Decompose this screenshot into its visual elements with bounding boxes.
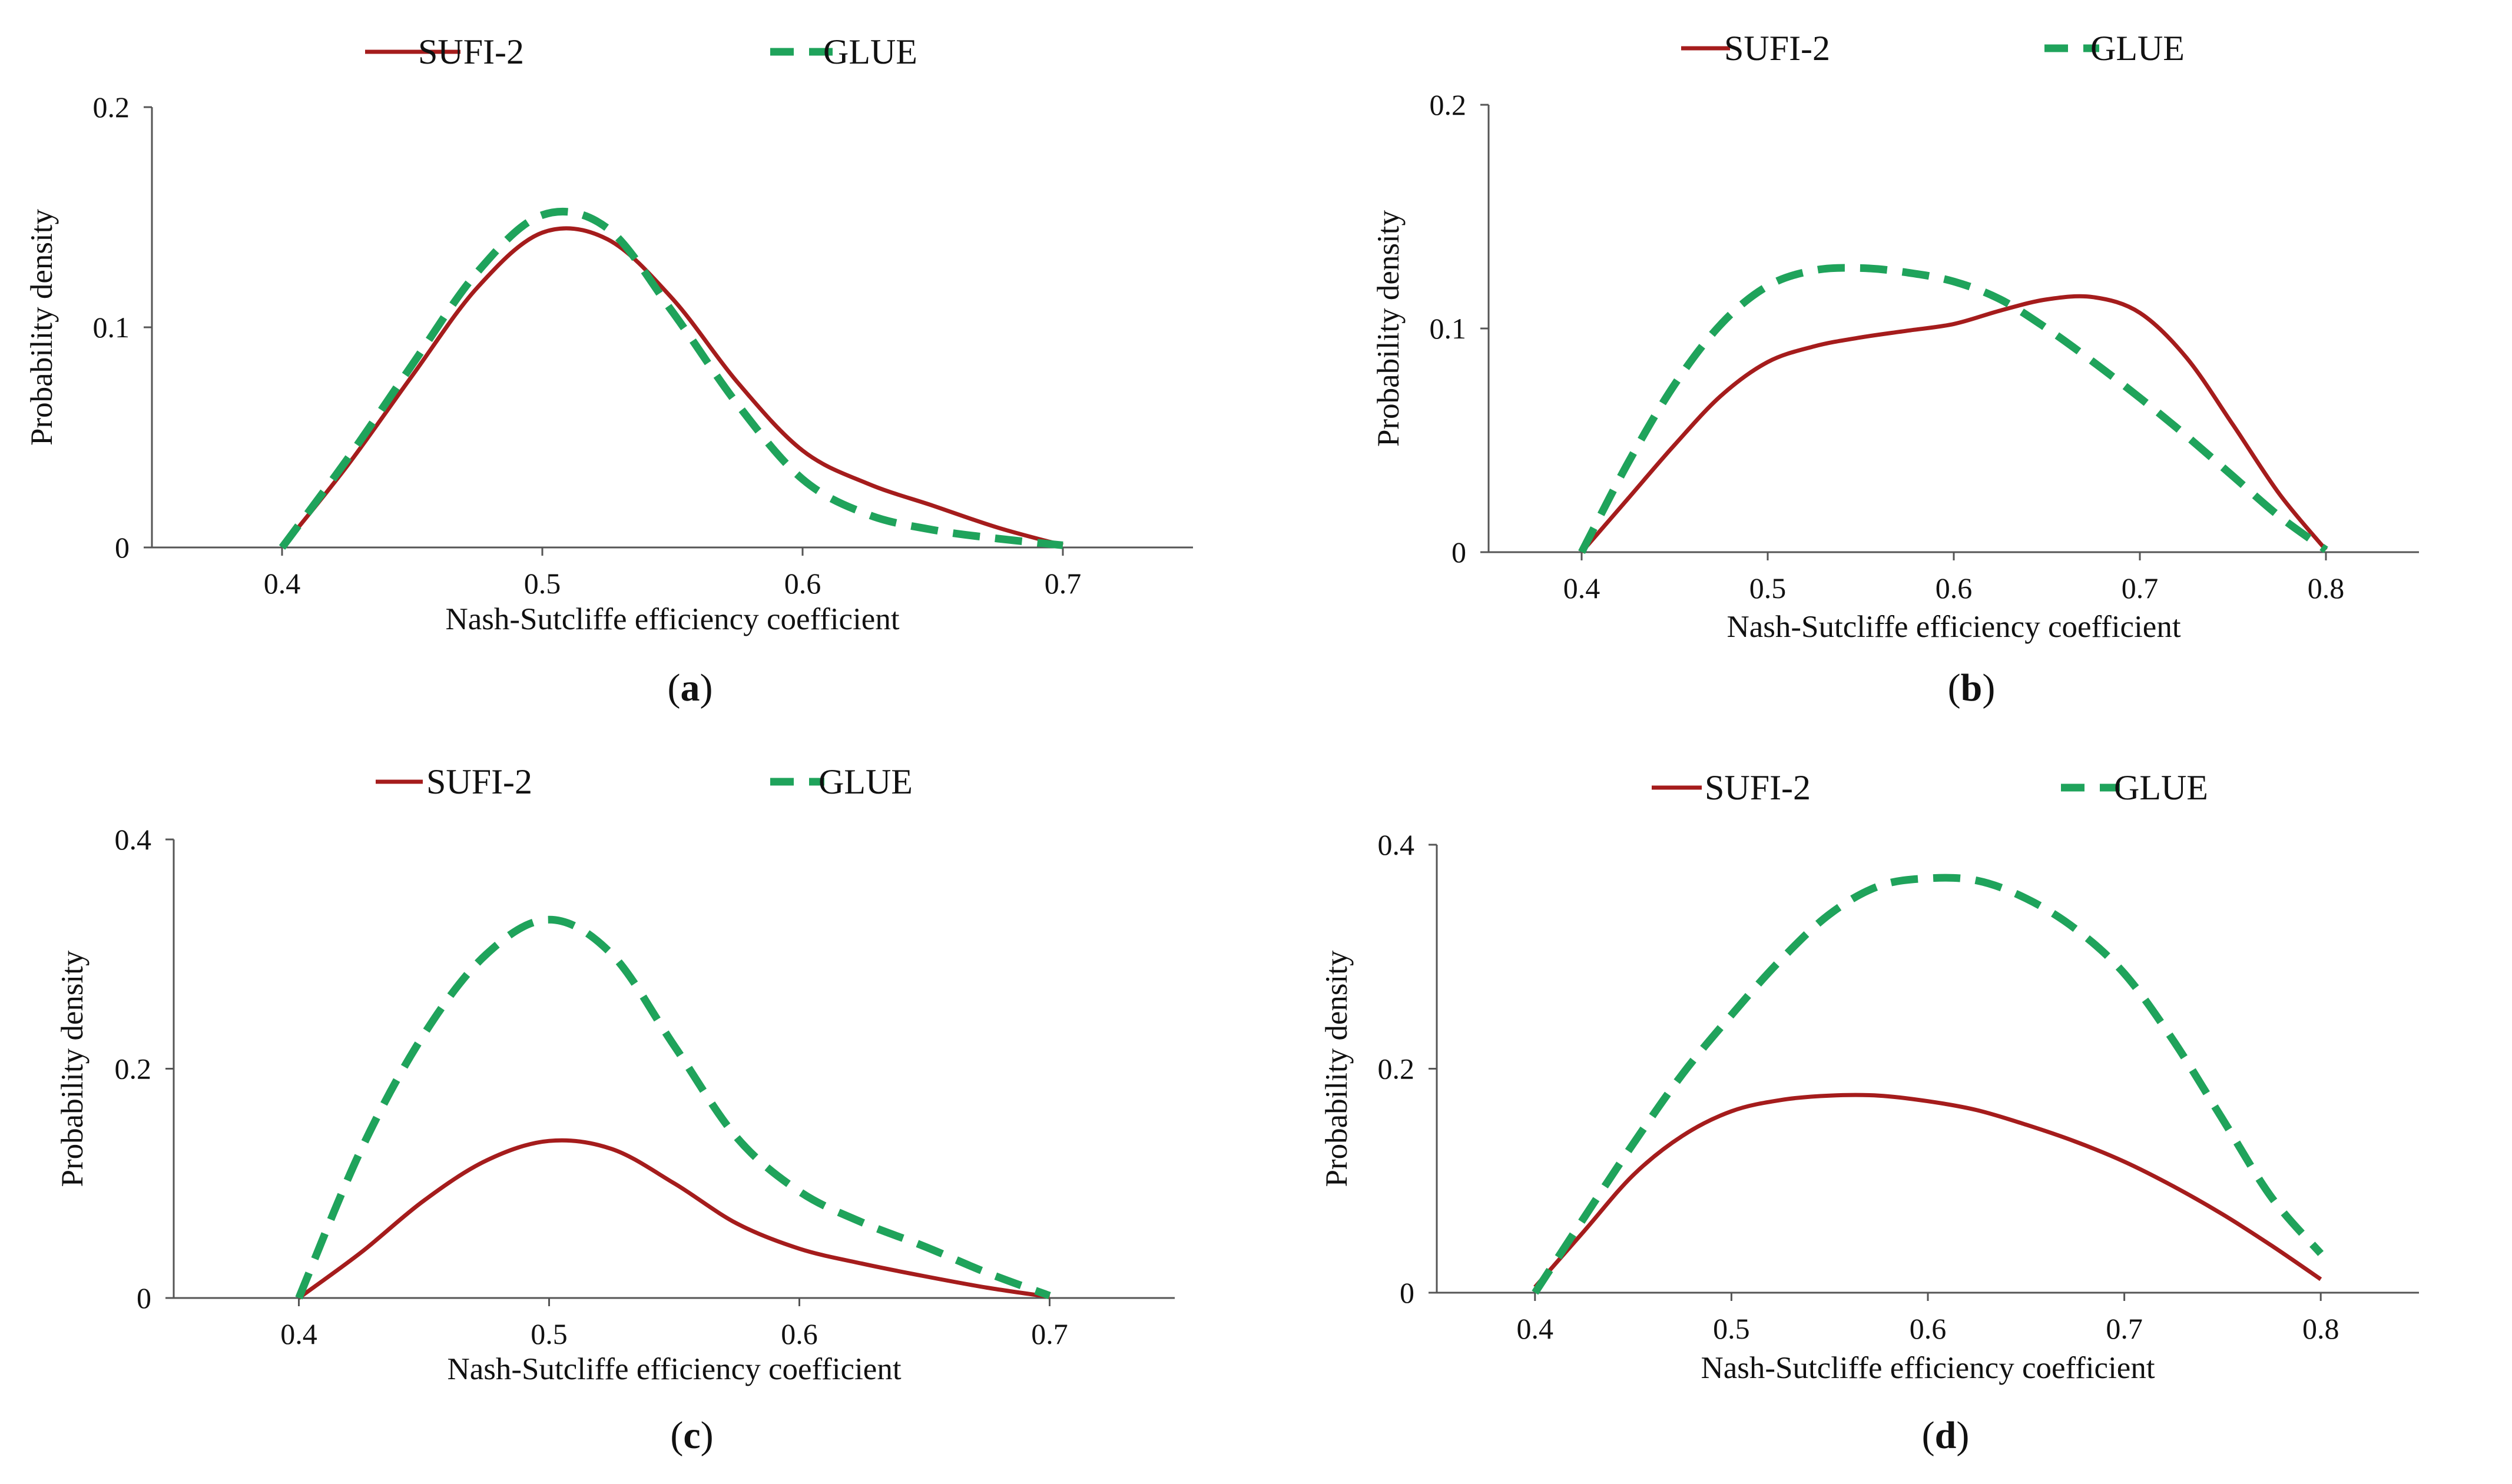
y-tick-label: 0: [1400, 1276, 1414, 1309]
x-tick-label: 0.5: [1713, 1312, 1750, 1345]
x-tick-label: 0.4: [1517, 1312, 1554, 1345]
glue-series-line: [1578, 264, 2328, 555]
panel-label: (b): [1948, 666, 1996, 709]
x-tick-label: 0.6: [784, 567, 821, 600]
legend-sufi2-label: SUFI-2: [1705, 768, 1811, 807]
x-tick-label: 0.4: [280, 1317, 317, 1350]
x-tick-label: 0.6: [1910, 1312, 1947, 1345]
sufi2-series-line: [1580, 294, 2328, 554]
legend-glue-label: GLUE: [2090, 29, 2185, 68]
glue-series-line: [279, 207, 1063, 550]
x-axis-label: Nash-Sutcliffe efficiency coefficient: [447, 1352, 901, 1386]
x-tick-label: 0.5: [1749, 572, 1787, 605]
x-axis-label: Nash-Sutcliffe efficiency coefficient: [1726, 610, 2180, 644]
x-tick-label: 0.4: [1563, 572, 1600, 605]
glue-series-line: [295, 915, 1051, 1300]
y-tick-label: 0.2: [115, 1053, 152, 1085]
y-tick-label: 0: [115, 531, 130, 564]
legend-glue-label: GLUE: [823, 32, 917, 71]
sufi2-series-line: [280, 226, 1063, 549]
x-axis-label: Nash-Sutcliffe efficiency coefficient: [1701, 1351, 2155, 1385]
y-tick-label: 0.2: [93, 91, 130, 124]
x-tick-label: 0.4: [264, 567, 301, 600]
x-tick-label: 0.6: [781, 1317, 818, 1350]
legend-glue-label: GLUE: [818, 762, 913, 801]
legend-glue-label: GLUE: [2114, 768, 2208, 807]
y-tick-label: 0.4: [115, 823, 152, 856]
panel-label: (a): [668, 666, 713, 709]
x-tick-label: 0.7: [2106, 1312, 2143, 1345]
x-tick-label: 0.5: [531, 1317, 568, 1350]
panel-label: (d): [1922, 1414, 1970, 1457]
y-tick-label: 0.1: [93, 311, 130, 344]
panel-label: (c): [670, 1414, 713, 1457]
y-tick-label: 0.4: [1378, 828, 1415, 861]
x-tick-label: 0.8: [2308, 572, 2345, 605]
glue-series-line: [1532, 874, 2324, 1295]
y-axis-label: Probability density: [25, 209, 59, 446]
x-axis-label: Nash-Sutcliffe efficiency coefficient: [445, 602, 899, 636]
chart-panel-b: 0 0.1 0.2 0.4 0.5 0.6 0.7 0.8 Nash-Sutcliffe eff…: [1371, 29, 2419, 709]
x-tick-label: 0.7: [2122, 572, 2159, 605]
y-axis-label: Probability density: [1320, 950, 1354, 1187]
y-axis-label: Probability density: [55, 950, 90, 1187]
x-tick-label: 0.8: [2302, 1312, 2339, 1345]
y-tick-label: 0: [1451, 536, 1466, 569]
x-tick-label: 0.7: [1045, 567, 1082, 600]
y-tick-label: 0: [137, 1282, 151, 1314]
sufi2-series-line: [297, 1138, 1050, 1300]
x-tick-label: 0.5: [524, 567, 561, 600]
x-tick-label: 0.6: [1936, 572, 1973, 605]
y-tick-label: 0.1: [1430, 312, 1467, 345]
y-tick-label: 0.2: [1378, 1053, 1415, 1085]
chart-panel-c: 0 0.2 0.4 0.4 0.5 0.6 0.7 Nash-Sutcliffe effici…: [55, 762, 1175, 1457]
chart-panel-d: 0 0.2 0.4 0.4 0.5 0.6 0.7 0.8 Nash-Sutcliffe eff…: [1320, 768, 2419, 1457]
legend-sufi2-label: SUFI-2: [418, 32, 524, 71]
x-tick-label: 0.7: [1031, 1317, 1068, 1350]
sufi2-series-line: [1533, 1093, 2322, 1289]
y-axis-label: Probability density: [1371, 210, 1406, 447]
legend-sufi2-label: SUFI-2: [426, 762, 532, 801]
y-tick-label: 0.2: [1430, 88, 1467, 121]
legend-sufi2-label: SUFI-2: [1724, 29, 1830, 68]
chart-panel-a: 0 0.1 0.2 0.4 0.5 0.6 0.7 Nash-Sutcliffe effici…: [25, 32, 1193, 709]
